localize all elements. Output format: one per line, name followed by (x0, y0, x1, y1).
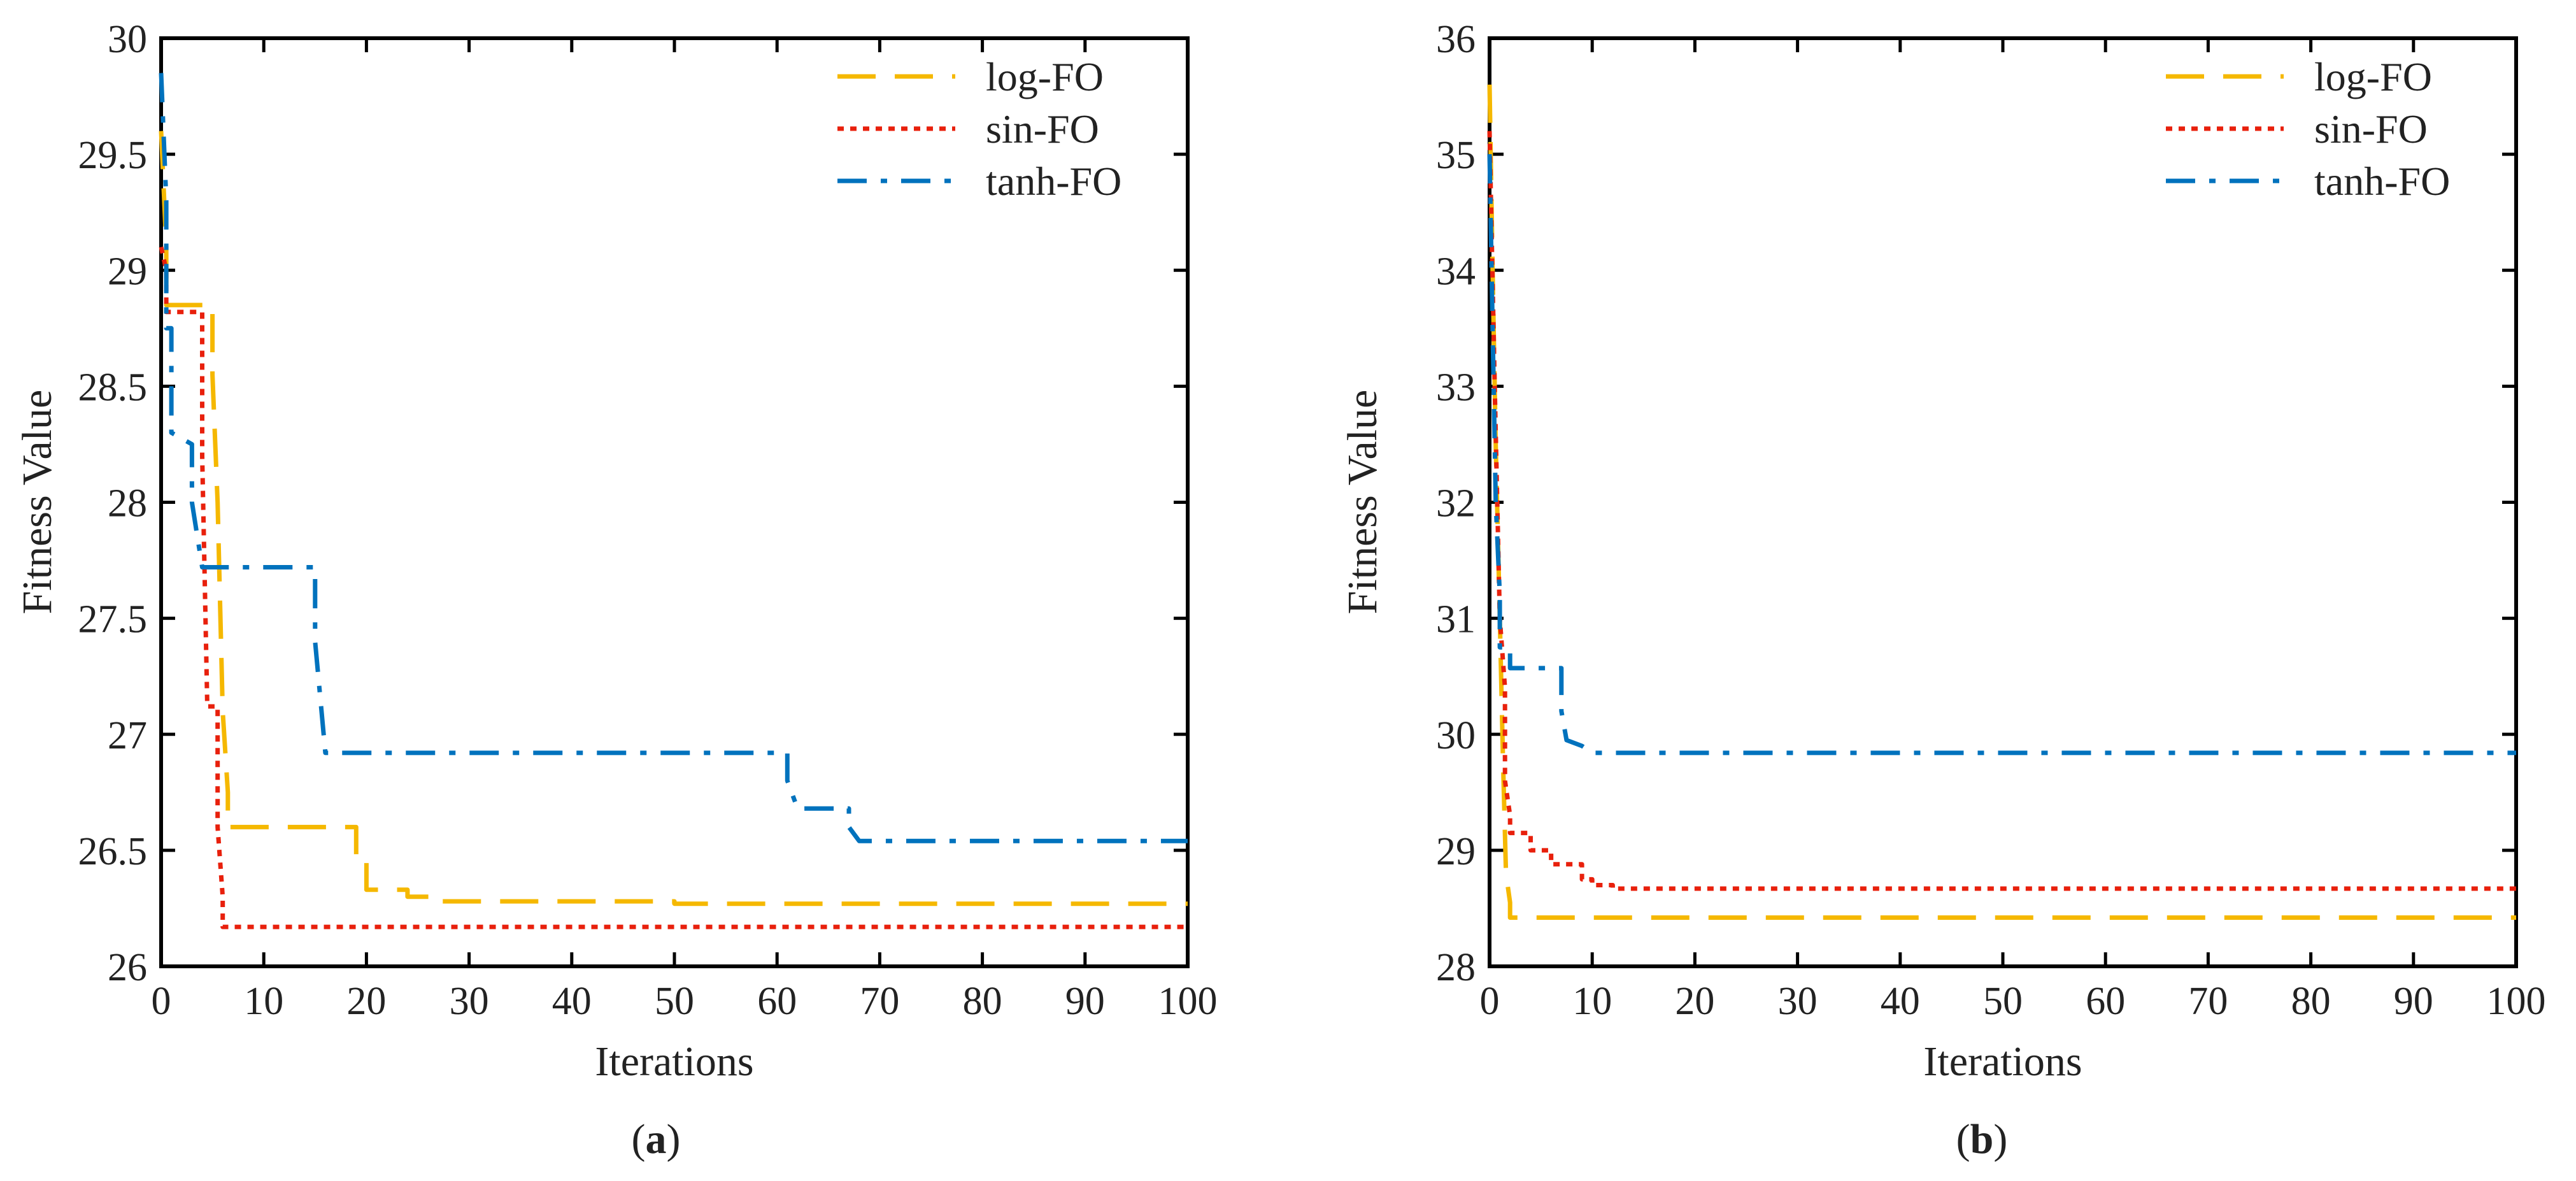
y-tick-label: 28 (108, 482, 147, 526)
y-tick-label: 33 (1436, 366, 1476, 409)
panel-letter-a: a (646, 1116, 667, 1163)
x-tick-label: 10 (244, 980, 283, 1023)
x-tick-label: 0 (152, 980, 171, 1023)
x-tick-labels-b: 0 10 20 30 40 50 60 70 80 90 100 (1480, 980, 2546, 1023)
x-tick-label: 90 (2394, 980, 2433, 1023)
x-tick-label: 90 (1065, 980, 1105, 1023)
y-tick-label: 31 (1436, 598, 1476, 641)
series-line-sin-fo-b (1487, 131, 2516, 891)
y-tick-label: 30 (1436, 714, 1476, 757)
legend-label-tanh-fo: tanh-FO (2314, 159, 2450, 204)
legend-label-log-fo: log-FO (986, 54, 1104, 99)
y-tick-label: 29 (1436, 830, 1476, 873)
x-axis-label-a: Iterations (595, 1038, 753, 1085)
chart-panel-b: 28 29 30 31 32 33 34 35 36 0 10 20 30 40 50 60 70 80 90 10… (1339, 18, 2546, 1163)
x-tick-label: 60 (757, 980, 797, 1023)
x-tick-labels-a: 0 10 20 30 40 50 60 70 80 90 100 (152, 980, 1218, 1023)
x-tick-label: 60 (2086, 980, 2125, 1023)
x-tick-label: 40 (1881, 980, 1920, 1023)
series-line-tanh-fo-b (1487, 154, 2516, 755)
x-tick-label: 70 (2188, 980, 2228, 1023)
series-line-log-fo-b (1487, 84, 2516, 920)
y-tick-label: 34 (1436, 250, 1476, 293)
legend-b: log-FO sin-FO tanh-FO (2166, 54, 2450, 204)
x-tick-label: 30 (1778, 980, 1818, 1023)
x-tick-label: 70 (860, 980, 899, 1023)
series-line-log-fo-a (159, 131, 1188, 906)
y-tick-labels-a: 26 26.5 27 27.5 28 28.5 29 29.5 30 (78, 18, 148, 989)
y-tick-label: 29 (108, 250, 147, 293)
panel-label-b: (b) (1956, 1116, 2008, 1163)
x-tick-label: 100 (1158, 980, 1218, 1023)
chart-panel-a: 26 26.5 27 27.5 28 28.5 29 29.5 30 0 10 20 30 40 50 60… (14, 18, 1218, 1163)
series-line-tanh-fo-a (159, 73, 1188, 843)
x-tick-label: 80 (963, 980, 1002, 1023)
x-tick-label: 50 (1983, 980, 2023, 1023)
x-tick-label: 50 (655, 980, 694, 1023)
y-tick-label: 28.5 (78, 366, 148, 409)
y-tick-label: 35 (1436, 134, 1476, 177)
y-tick-label: 26.5 (78, 830, 148, 873)
panel-letter-b: b (1970, 1116, 1994, 1163)
legend-label-sin-fo: sin-FO (2314, 106, 2428, 152)
y-tick-label: 30 (108, 18, 147, 61)
y-tick-label: 26 (108, 946, 147, 989)
y-axis-label-a: Fitness Value (14, 390, 60, 615)
series-line-sin-fo-a (159, 247, 1188, 929)
x-axis-label-b: Iterations (1923, 1038, 2082, 1085)
y-tick-labels-b: 28 29 30 31 32 33 34 35 36 (1436, 18, 1476, 989)
y-tick-label: 28 (1436, 946, 1476, 989)
y-tick-label: 29.5 (78, 134, 148, 177)
y-tick-label: 36 (1436, 18, 1476, 61)
x-tick-label: 80 (2291, 980, 2331, 1023)
x-tick-label: 40 (552, 980, 592, 1023)
series-group-a (159, 73, 1188, 929)
y-tick-label: 27 (108, 714, 147, 757)
series-group-b (1487, 84, 2516, 920)
y-tick-label: 27.5 (78, 598, 148, 641)
x-tick-label: 10 (1572, 980, 1612, 1023)
x-tick-label: 30 (450, 980, 489, 1023)
panel-label-a: (a) (632, 1116, 681, 1163)
x-tick-label: 20 (1675, 980, 1714, 1023)
legend-a: log-FO sin-FO tanh-FO (837, 54, 1121, 204)
legend-label-tanh-fo: tanh-FO (986, 159, 1121, 204)
y-axis-label-b: Fitness Value (1339, 390, 1386, 615)
legend-label-log-fo: log-FO (2314, 54, 2432, 99)
y-tick-label: 32 (1436, 482, 1476, 526)
legend-label-sin-fo: sin-FO (986, 106, 1099, 152)
x-tick-label: 100 (2487, 980, 2546, 1023)
x-tick-label: 20 (346, 980, 386, 1023)
x-tick-label: 0 (1480, 980, 1500, 1023)
